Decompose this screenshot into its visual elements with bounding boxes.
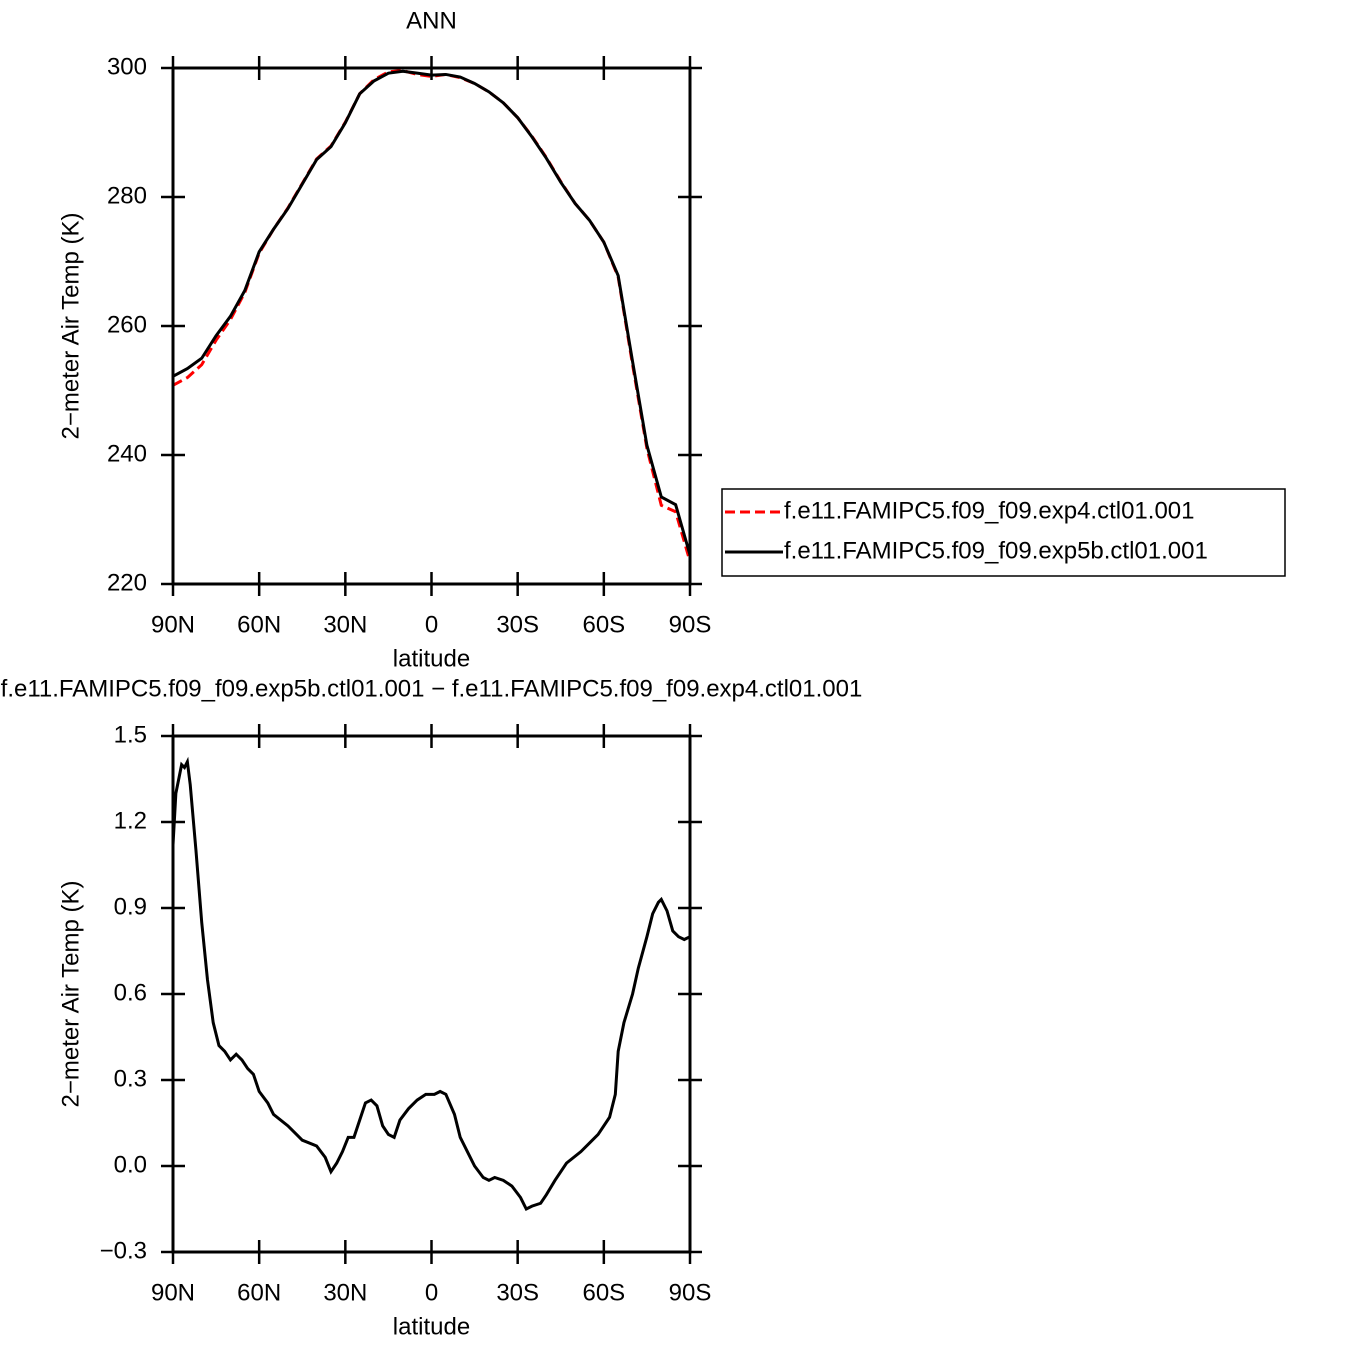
y-tick-label: 0.3 [114, 1065, 147, 1092]
plot-frame [171, 66, 692, 586]
x-tick-label: 90S [669, 611, 712, 638]
chart-title: ANN [406, 7, 457, 34]
legend-label: f.e11.FAMIPC5.f09_f09.exp4.ctl01.001 [784, 497, 1194, 524]
data-line [171, 756, 691, 1212]
x-tick-label: 30N [323, 1279, 367, 1306]
y-tick-label: 300 [107, 53, 147, 80]
legend-box [721, 488, 1286, 577]
y-tick-label: −0.3 [100, 1237, 147, 1264]
data-line [172, 69, 692, 556]
y-tick-label: 280 [107, 182, 147, 209]
y-tick-label: 240 [107, 440, 147, 467]
x-tick-label: 0 [425, 611, 438, 638]
y-axis-label: 2−meter Air Temp (K) [57, 881, 84, 1108]
data-line [172, 69, 692, 562]
y-tick-label: 260 [107, 311, 147, 338]
y-tick-label: 220 [107, 569, 147, 596]
plot-frame [171, 734, 692, 1254]
x-tick-label: 60S [582, 611, 625, 638]
x-tick-label: 90N [151, 611, 195, 638]
legend-label: f.e11.FAMIPC5.f09_f09.exp5b.ctl01.001 [784, 537, 1208, 564]
x-axis-label: latitude [393, 1313, 470, 1340]
x-tick-label: 30S [496, 1279, 539, 1306]
x-tick-label: 30N [323, 611, 367, 638]
x-tick-label: 90S [669, 1279, 712, 1306]
x-tick-label: 60N [237, 1279, 281, 1306]
y-tick-label: 0.0 [114, 1151, 147, 1178]
y-tick-label: 1.2 [114, 807, 147, 834]
chart-title: f.e11.FAMIPC5.f09_f09.exp5b.ctl01.001 − … [1, 675, 863, 702]
x-axis-label: latitude [393, 645, 470, 672]
y-tick-label: 0.6 [114, 979, 147, 1006]
y-axis-label: 2−meter Air Temp (K) [57, 213, 84, 440]
y-tick-label: 0.9 [114, 893, 147, 920]
x-tick-label: 60N [237, 611, 281, 638]
x-tick-label: 30S [496, 611, 539, 638]
x-tick-label: 0 [425, 1279, 438, 1306]
x-tick-label: 90N [151, 1279, 195, 1306]
x-tick-label: 60S [582, 1279, 625, 1306]
y-tick-label: 1.5 [114, 721, 147, 748]
